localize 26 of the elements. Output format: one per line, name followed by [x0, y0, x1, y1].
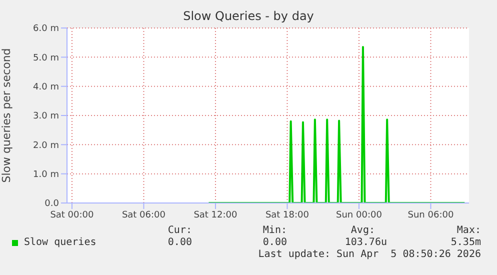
chart-title: Slow Queries - by day [182, 9, 315, 23]
y-tick-label: 6.0 m [33, 24, 59, 34]
legend-label: Slow queries [24, 237, 96, 248]
text: 5.35m [450, 237, 481, 248]
text: Min: [262, 225, 287, 236]
text: Cur: [168, 225, 192, 236]
y-tick-label: 5.0 m [33, 53, 59, 64]
text: 0.00 [262, 237, 287, 248]
y-tick-label: 1.0 m [33, 170, 59, 180]
x-tick-label: Sat 06:00 [122, 210, 166, 220]
text: 0.00 [168, 237, 192, 248]
text: Avg: [350, 225, 375, 236]
y-tick-label: 0.0 [44, 199, 60, 210]
x-tick-label: Sat 18:00 [265, 210, 310, 220]
y-tick-label: 3.0 m [33, 112, 59, 122]
text: Max: [456, 225, 481, 236]
y-tick-label: 2.0 m [33, 140, 59, 151]
y-tick-label: 4.0 m [33, 82, 59, 93]
text: 103.76u [344, 237, 387, 248]
text: Last update: Sun Apr 5 08:50:26 2026 [258, 249, 481, 260]
x-tick-label: Sat 00:00 [50, 210, 94, 220]
line-series [208, 46, 466, 203]
y-axis-title: Slow queries per second [0, 48, 13, 183]
x-tick-label: Sun 06:00 [408, 210, 454, 220]
x-tick-label: Sun 00:00 [336, 210, 382, 220]
x-tick-label: Sat 12:00 [194, 210, 238, 220]
